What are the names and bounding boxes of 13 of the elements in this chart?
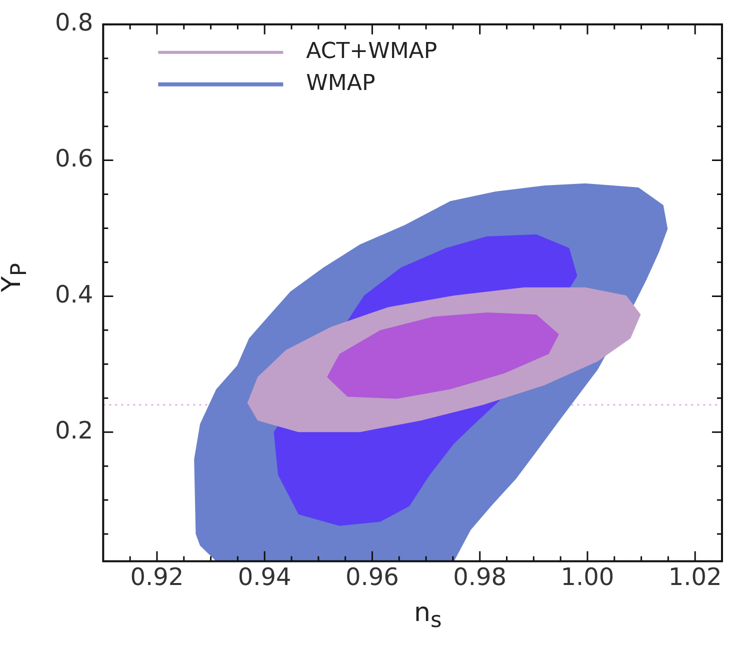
x-tick-label: 1.00 bbox=[560, 562, 614, 591]
text: WMAP bbox=[306, 71, 376, 96]
text: ACT+WMAP bbox=[306, 39, 438, 64]
y-tick-label: 0.2 bbox=[54, 416, 94, 444]
x-tick-label: 0.92 bbox=[130, 562, 184, 591]
x-tick-label: 0.96 bbox=[346, 562, 399, 591]
y-tick-label: 0.6 bbox=[54, 144, 94, 173]
x-axis-title: n$_{s}$ bbox=[414, 598, 442, 634]
x-tick-label: 0.98 bbox=[453, 562, 507, 591]
y-tick-label: 0.8 bbox=[54, 8, 94, 37]
x-tick-label: 0.94 bbox=[238, 562, 292, 591]
y-tick-label: 0.4 bbox=[54, 280, 94, 308]
x-tick-label: 1.02 bbox=[668, 562, 722, 591]
